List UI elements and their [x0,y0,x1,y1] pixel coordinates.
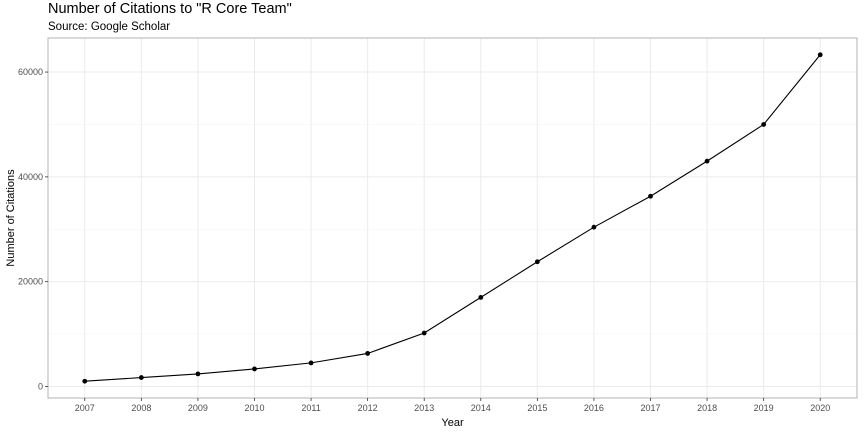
chart-title: Number of Citations to "R Core Team" [48,1,292,17]
x-tick-label: 2007 [75,403,95,413]
chart-subtitle: Source: Google Scholar [48,21,171,33]
data-point [648,193,653,199]
x-tick-label: 2009 [188,403,208,413]
series-line [84,54,821,382]
minor-gridlines [48,124,857,335]
x-tick-label: 2016 [584,403,604,413]
data-point [138,375,144,380]
panel-border [47,37,858,399]
x-axis-title: Year [441,417,464,429]
data-point [761,122,767,127]
x-tick-label: 2008 [131,403,151,413]
x-tick-label: 2011 [301,403,320,413]
data-point [534,259,540,265]
x-tick-label: 2010 [244,403,264,413]
y-axis-title: Number of Citations [5,169,17,267]
data-point [478,294,484,300]
y-tick-label: 20000 [18,277,43,287]
major-gridlines [48,38,857,398]
x-tick-label: 2017 [640,403,660,413]
data-point [252,366,257,372]
series-layer [82,52,823,384]
data-point [704,158,710,164]
data-point [195,371,201,377]
x-tick-label: 2012 [358,403,378,413]
x-tick-label: 2013 [414,403,434,413]
y-tick-label: 40000 [18,172,43,182]
x-tick-label: 2020 [810,403,830,413]
data-point [421,330,427,336]
x-tick-label: 2019 [754,403,774,413]
data-point [817,52,823,58]
data-point [308,360,314,366]
data-point [365,351,371,356]
y-axis: 0 20000 40000 60000 [18,67,48,391]
data-point [591,224,597,230]
data-point [82,378,88,384]
y-tick-label: 0 [38,381,43,391]
x-tick-label: 2015 [527,403,547,413]
y-tick-label: 60000 [18,67,43,77]
x-tick-label: 2018 [697,403,717,413]
x-tick-label: 2014 [471,403,491,413]
x-axis: 2007 2008 2009 2010 2011 2012 2013 2014 2015 2016… [75,398,830,413]
